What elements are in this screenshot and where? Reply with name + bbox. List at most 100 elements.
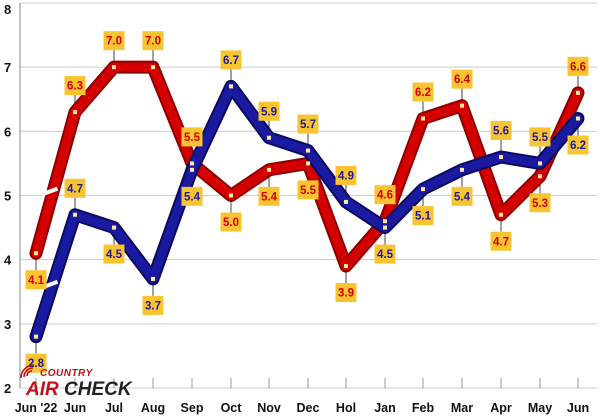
data-point xyxy=(344,199,348,204)
data-label-box xyxy=(490,121,512,140)
data-label: 5.7 xyxy=(300,119,316,131)
data-label: 5.4 xyxy=(261,191,278,203)
data-label: 3.7 xyxy=(145,300,161,312)
series-lines xyxy=(29,60,585,344)
data-labels: 4.1 6.3 7.0 7.0 5.5 5.0 5.4 5.5 3.9 4.6 6.2 6.4 4.7 5… xyxy=(25,31,589,373)
x-tick-label: Apr xyxy=(490,401,512,415)
data-label-box xyxy=(451,69,473,89)
y-tick-label: 6 xyxy=(4,124,11,139)
data-point xyxy=(460,103,464,108)
data-label: 5.1 xyxy=(415,211,432,223)
axis-break-mark xyxy=(40,186,59,197)
data-point xyxy=(306,161,310,166)
data-point xyxy=(34,334,38,339)
radio-waves-icon xyxy=(20,364,35,379)
x-tick-label: May xyxy=(528,401,552,415)
data-point xyxy=(383,219,387,224)
x-tick-label: Jun '22 xyxy=(15,401,58,415)
data-label-box xyxy=(529,127,551,147)
data-point xyxy=(538,174,542,179)
data-point xyxy=(383,225,387,230)
data-label-box xyxy=(220,212,242,232)
data-point xyxy=(267,135,271,140)
data-label-box xyxy=(412,206,434,226)
data-point xyxy=(229,84,233,89)
data-point xyxy=(73,212,77,217)
data-point xyxy=(229,193,233,198)
data-label-box xyxy=(567,56,589,76)
data-point xyxy=(576,90,580,95)
x-tick-label: Dec xyxy=(297,401,320,415)
point-markers xyxy=(34,65,580,339)
data-label-box xyxy=(490,231,512,251)
data-label: 4.1 xyxy=(28,275,45,287)
data-label-box xyxy=(451,186,473,206)
x-tick-label: Mar xyxy=(451,401,473,415)
country-aircheck-logo: COUNTRY AIR CHECK xyxy=(20,364,133,400)
data-label: 6.4 xyxy=(454,74,471,86)
y-tick-label: 2 xyxy=(4,381,11,396)
data-point xyxy=(421,187,425,192)
data-label: 3.9 xyxy=(338,288,354,300)
data-point xyxy=(112,65,116,70)
logo-check-text: CHECK xyxy=(64,379,133,400)
data-label-box xyxy=(64,178,86,198)
data-point xyxy=(421,116,425,121)
y-tick-label: 8 xyxy=(4,2,11,17)
data-label-box xyxy=(103,31,125,51)
data-label-box xyxy=(142,295,164,315)
data-label-box xyxy=(220,50,242,70)
data-label: 7.0 xyxy=(106,36,122,48)
data-point xyxy=(73,110,77,115)
data-label-box xyxy=(529,193,551,213)
data-label: 6.2 xyxy=(415,87,431,99)
data-point xyxy=(538,161,542,166)
x-tick-label: Hol xyxy=(336,401,356,415)
data-label: 5.4 xyxy=(454,191,471,203)
data-label-box xyxy=(64,76,86,96)
data-label-box xyxy=(258,186,280,206)
data-label: 4.6 xyxy=(377,190,393,202)
data-label-box xyxy=(374,244,396,264)
y-tick-label: 4 xyxy=(4,253,12,268)
data-label: 6.2 xyxy=(570,140,586,152)
data-label: 5.6 xyxy=(493,126,509,138)
logo-country-text: COUNTRY xyxy=(40,368,94,379)
x-tick-label: Jun xyxy=(64,401,86,415)
data-label: 6.6 xyxy=(570,61,586,73)
data-label: 5.5 xyxy=(300,185,317,197)
x-tick-label: Jun xyxy=(567,401,589,415)
y-tick-label: 7 xyxy=(4,60,11,75)
data-label-box xyxy=(412,82,434,102)
data-label: 7.0 xyxy=(145,36,161,48)
data-label: 6.3 xyxy=(67,81,83,93)
data-label: 4.5 xyxy=(106,249,123,261)
data-label-box xyxy=(142,31,164,51)
data-point xyxy=(499,212,503,217)
data-label: 6.7 xyxy=(223,55,239,67)
data-label-box xyxy=(258,101,280,121)
y-tick-label: 5 xyxy=(4,189,11,204)
data-label-box xyxy=(335,165,357,185)
data-label-box xyxy=(181,186,203,206)
x-tick-label: Oct xyxy=(221,401,243,415)
data-point xyxy=(151,65,155,70)
data-label-box xyxy=(103,244,125,264)
x-tick-label: Feb xyxy=(412,401,435,415)
data-label-box xyxy=(25,270,47,290)
x-axis-ticks: Jun '22 Jun Jul Aug Sep Oct Nov Dec Hol Jan Feb Mar… xyxy=(15,401,589,415)
data-label-box xyxy=(374,185,396,205)
x-tick-label: Jul xyxy=(105,401,123,415)
x-tick-label: Jan xyxy=(374,401,396,415)
y-tick-label: 3 xyxy=(4,317,11,332)
data-point xyxy=(344,264,348,269)
data-point xyxy=(499,155,503,159)
x-tick-label: Nov xyxy=(257,401,281,415)
data-point xyxy=(460,167,464,172)
data-label: 2.8 xyxy=(28,358,45,370)
data-point xyxy=(576,116,580,121)
data-label: 5.0 xyxy=(223,217,239,229)
data-point xyxy=(190,161,194,166)
data-label: 4.7 xyxy=(493,236,509,248)
